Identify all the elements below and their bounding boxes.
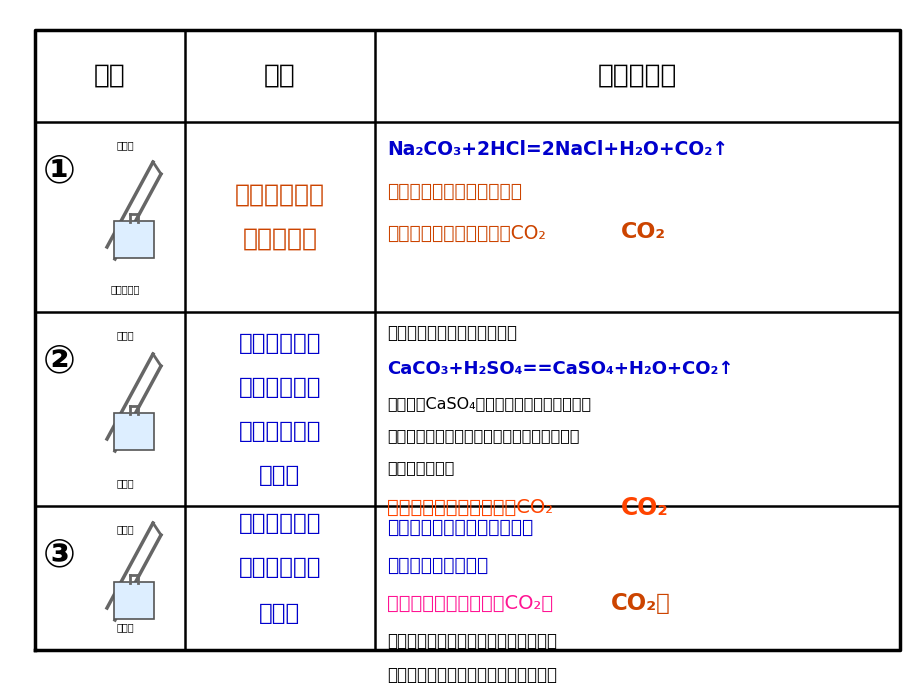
Text: CO₂: CO₂ <box>620 496 668 520</box>
Text: 该反应在常温下进行，反应速: 该反应在常温下进行，反应速 <box>387 518 533 537</box>
Text: 碳酸钠粉末: 碳酸钠粉末 <box>110 284 140 294</box>
Text: 实验: 实验 <box>94 63 126 89</box>
Text: 气泡产生，一: 气泡产生，一 <box>239 375 321 399</box>
Text: 稀盐酸: 稀盐酸 <box>116 140 133 150</box>
FancyBboxPatch shape <box>114 221 153 258</box>
Text: 分析与结论: 分析与结论 <box>597 63 676 89</box>
Text: 稀硫酸: 稀硫酸 <box>116 330 133 340</box>
Text: 稀盐酸: 稀盐酸 <box>116 524 133 534</box>
Text: 石灰石: 石灰石 <box>116 478 133 488</box>
Text: 应非常剧烈: 应非常剧烈 <box>243 227 317 251</box>
Text: 会后反应逐渐: 会后反应逐渐 <box>239 420 321 442</box>
Text: 停止。: 停止。 <box>259 464 301 486</box>
Text: 反应逐渐停止。: 反应逐渐停止。 <box>387 460 454 475</box>
Text: 问题：能不能用浓盐酸代替稀盐酸呢？: 问题：能不能用浓盐酸代替稀盐酸呢？ <box>387 632 556 650</box>
Text: 实验室不能用此反应制取CO₂: 实验室不能用此反应制取CO₂ <box>387 224 545 243</box>
Text: 虽然该反应能生成二氧化碳：: 虽然该反应能生成二氧化碳： <box>387 324 516 342</box>
Text: CO₂: CO₂ <box>620 222 665 242</box>
Text: 度适中，便于控制。: 度适中，便于控制。 <box>387 556 488 575</box>
Text: 现象: 现象 <box>264 63 296 89</box>
Text: 但生成的CaSO₄微溶于水，覆盖在石灰石表: 但生成的CaSO₄微溶于水，覆盖在石灰石表 <box>387 396 591 411</box>
Text: 不能。因为浓盐酸有挥发性，使得制取: 不能。因为浓盐酸有挥发性，使得制取 <box>387 666 556 684</box>
FancyBboxPatch shape <box>114 413 153 450</box>
Text: CO₂。: CO₂。 <box>610 592 670 615</box>
Text: Na₂CO₃+2HCl=2NaCl+H₂O+CO₂↑: Na₂CO₃+2HCl=2NaCl+H₂O+CO₂↑ <box>387 140 727 159</box>
Text: 面，形成一层薄膜，使石灰石与酸不能接触，: 面，形成一层薄膜，使石灰石与酸不能接触， <box>387 428 579 443</box>
Text: 产生气体，反: 产生气体，反 <box>234 183 324 207</box>
Text: 实验室不能用此反应制取CO₂: 实验室不能用此反应制取CO₂ <box>387 498 552 517</box>
Text: 渐溶解: 渐溶解 <box>259 602 301 624</box>
Text: CaCO₃+H₂SO₄==CaSO₄+H₂O+CO₂↑: CaCO₃+H₂SO₄==CaSO₄+H₂O+CO₂↑ <box>387 360 732 378</box>
Text: ③: ③ <box>43 536 75 574</box>
Text: 石灰石: 石灰石 <box>116 622 133 632</box>
Text: 有大量气泡产: 有大量气泡产 <box>239 511 321 535</box>
Text: 反应速度很快，不易控制。: 反应速度很快，不易控制。 <box>387 182 521 201</box>
FancyBboxPatch shape <box>114 582 153 619</box>
Text: ①: ① <box>43 152 75 190</box>
Text: 实验室可用此反应制取CO₂。: 实验室可用此反应制取CO₂。 <box>387 594 552 613</box>
Text: 生，大理石逐: 生，大理石逐 <box>239 557 321 580</box>
Text: 刚开始有大量: 刚开始有大量 <box>239 331 321 355</box>
Text: ②: ② <box>43 342 75 380</box>
